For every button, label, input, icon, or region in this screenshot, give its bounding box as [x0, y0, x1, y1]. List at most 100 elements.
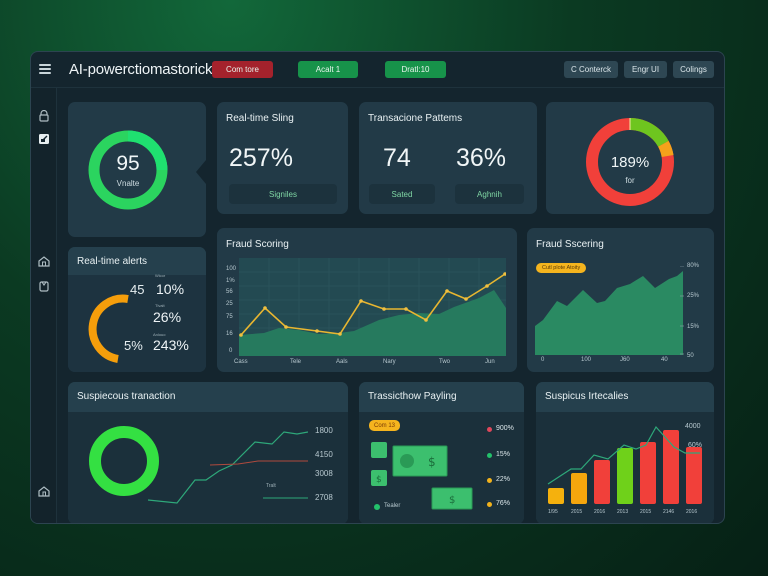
aghnih-button[interactable]: Aghnih — [455, 184, 524, 204]
y-tick: 25% — [687, 293, 700, 299]
stat-label: Tlvalt — [155, 303, 165, 308]
x-tick: J60 — [620, 357, 630, 363]
card-title: Real-time alerts — [77, 256, 148, 267]
app-title: AI-powerctiomastorick — [69, 61, 213, 78]
svg-text:$: $ — [428, 455, 436, 469]
x-tick: Cass — [234, 359, 248, 365]
card-title: Trassicthow Payling — [368, 391, 457, 402]
realtime-sling-card: Real-time Sling 257% Signiles — [217, 102, 348, 214]
card-title: Real-time Sling — [226, 113, 294, 124]
legend-dot — [487, 502, 492, 507]
signiles-button[interactable]: Signiles — [229, 184, 337, 204]
engr-ui-button[interactable]: Engr UI — [624, 61, 667, 78]
y-tick: 2708 — [315, 493, 333, 502]
notch — [537, 146, 547, 170]
legend-dot — [487, 453, 492, 458]
y-tick: 0 — [229, 348, 233, 354]
x-tick: Jun — [485, 359, 495, 365]
y-tick: 100 — [226, 266, 237, 272]
gauge-bottom-value: 5% — [124, 338, 143, 353]
transaction-paying-card: Trassicthow Payling Com 13 $ $ $ Tealer … — [359, 382, 524, 523]
acalt-button[interactable]: Acalt 1 — [298, 61, 358, 78]
stat-value: 36% — [456, 144, 507, 172]
fraud-area-chart — [535, 271, 683, 355]
top-bar: AI-powerctiomastorick Com tore Acalt 1 D… — [31, 52, 724, 88]
status-badge: Com 13 — [369, 420, 401, 431]
y-tick: 60% — [688, 442, 703, 449]
card-title: Transacione Pattems — [368, 113, 463, 124]
item-value: 900% — [496, 425, 514, 432]
svg-text:$: $ — [449, 495, 455, 506]
card-title: Fraud Sscering — [536, 239, 604, 250]
stat-value: 74 — [383, 144, 411, 172]
suspicious-line-chart — [148, 431, 308, 504]
donut-value: 189% — [610, 154, 650, 171]
y-tick: 50 — [687, 353, 694, 359]
legend-dot — [487, 478, 492, 483]
sated-button[interactable]: Sated — [369, 184, 435, 204]
fraud-line-chart — [239, 258, 506, 356]
sling-value: 257% — [229, 144, 293, 172]
donut-card: 189% for — [546, 102, 714, 214]
status-badge: Cutl plote Atoity — [536, 263, 587, 273]
suspicious-transaction-card: Suspiecous tranaction Tralt 1800 4150 30… — [68, 382, 348, 523]
x-tick: 2015 — [571, 509, 583, 515]
x-tick: Two — [439, 359, 451, 365]
clipboard-icon[interactable] — [38, 280, 50, 292]
menu-icon[interactable] — [39, 64, 51, 74]
x-tick: 100 — [581, 357, 592, 363]
stat-value: 26% — [153, 309, 182, 325]
card-title: Suspiecous tranaction — [77, 391, 176, 402]
house-icon[interactable] — [38, 485, 50, 497]
fraud-sscering-card: Fraud Sscering Cutl plote Atoity 80% 25%… — [527, 228, 714, 372]
legend-dot — [487, 427, 492, 432]
stat-label: Anlouo — [153, 332, 166, 337]
conterck-button[interactable]: C Conterck — [564, 61, 618, 78]
y-tick: 1800 — [315, 426, 333, 435]
score-label: Vnalte — [116, 179, 140, 188]
item-value: 76% — [496, 500, 511, 507]
legend-label: Tealer — [384, 503, 401, 509]
notch — [196, 160, 206, 184]
card-title: Suspicus Irtecalies — [545, 391, 629, 402]
x-tick: 2016 — [686, 509, 698, 515]
y-tick: 80% — [687, 263, 700, 269]
y-tick: 16 — [226, 331, 233, 337]
transaction-patterns-card: Transacione Pattems 74 36% Sated Aghnih — [359, 102, 537, 214]
x-tick: 0 — [541, 357, 545, 363]
y-tick: 3008 — [315, 469, 333, 478]
svg-text:$: $ — [376, 475, 382, 485]
y-tick: 25 — [226, 301, 233, 307]
alert-gauge — [88, 294, 129, 363]
com-tore-button[interactable]: Com tore — [212, 61, 273, 78]
x-tick: Nary — [383, 359, 396, 365]
x-tick: 1/95 — [548, 509, 558, 515]
edit-icon[interactable] — [38, 133, 50, 145]
x-tick: Aals — [336, 359, 348, 365]
item-value: 15% — [496, 451, 511, 458]
score-ring — [88, 130, 168, 210]
x-tick: Tele — [290, 359, 302, 365]
cash-icon: $ $ $ — [371, 442, 473, 510]
stat-label: Wicor — [155, 273, 166, 278]
stat-value: 10% — [156, 281, 185, 297]
sidebar — [31, 88, 57, 523]
y-tick: 1% — [226, 278, 235, 284]
gauge-top-value: 45 — [130, 282, 145, 297]
dratl-button[interactable]: Dratl:10 — [385, 61, 446, 78]
donut-chart — [586, 118, 674, 206]
y-tick: 4000 — [685, 423, 701, 430]
y-tick: 75 — [226, 314, 233, 320]
home-icon[interactable] — [38, 255, 50, 267]
axis-ticks — [680, 266, 684, 355]
suspicious-ring — [89, 426, 159, 496]
item-value: 22% — [496, 476, 511, 483]
score-card: 95 Vnalte — [68, 102, 206, 237]
colings-button[interactable]: Colings — [673, 61, 714, 78]
lock-icon[interactable] — [38, 110, 50, 122]
y-tick: 56 — [226, 289, 233, 295]
x-tick: 40 — [661, 357, 668, 363]
y-tick: 4150 — [315, 450, 333, 459]
legend-dot — [374, 504, 380, 510]
x-tick: 2016 — [594, 509, 606, 515]
